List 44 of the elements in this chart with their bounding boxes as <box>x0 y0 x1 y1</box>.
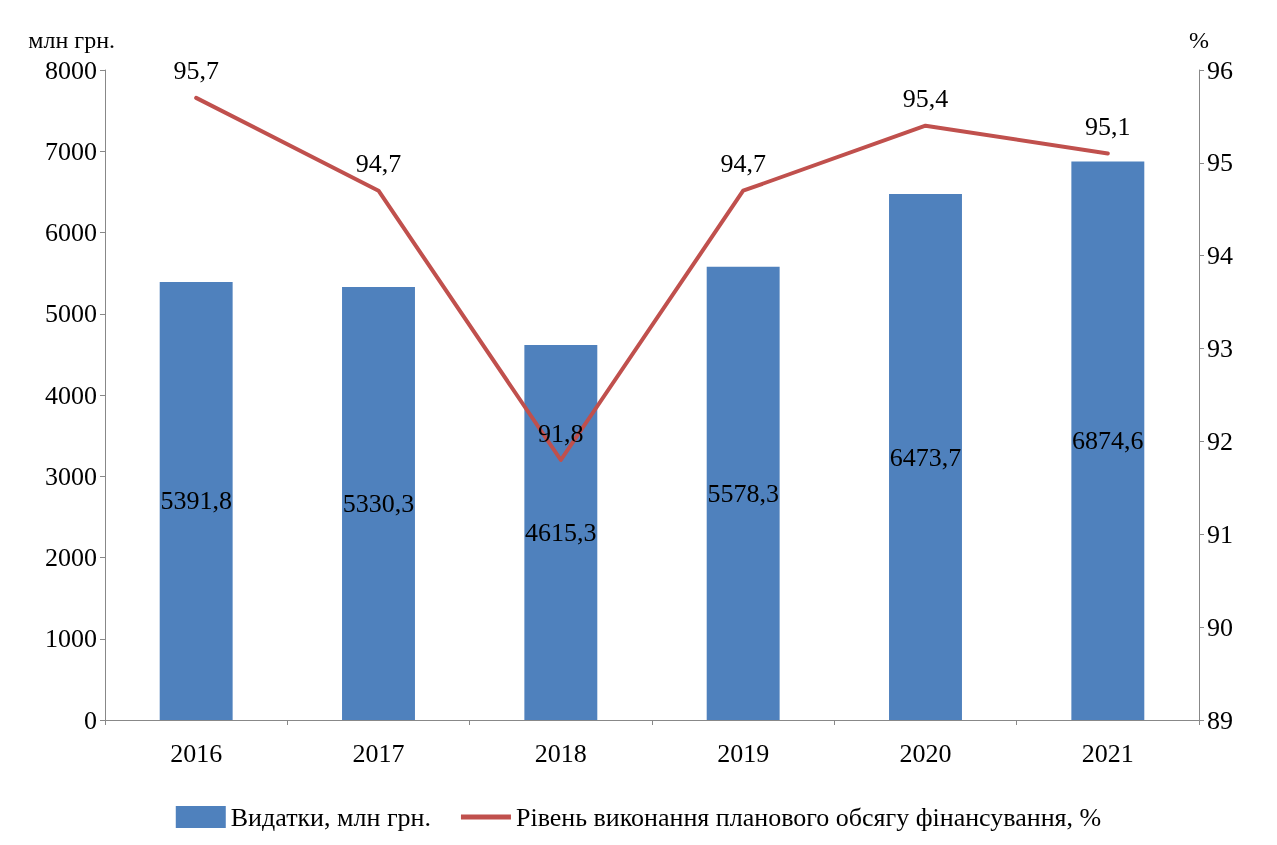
data-label: 5391,8 <box>160 486 232 516</box>
x-tick-label: 2020 <box>899 738 952 768</box>
legend-label: Видатки, млн грн. <box>230 802 431 832</box>
y-tick-label: 8000 <box>45 55 97 85</box>
y2-tick-label: 90 <box>1207 612 1233 642</box>
y2-tick-label: 89 <box>1207 705 1233 735</box>
y-tick-label: 5000 <box>45 299 97 329</box>
bar <box>1071 161 1145 720</box>
y-tick-label: 7000 <box>45 136 97 166</box>
bar <box>524 345 598 720</box>
bar <box>159 281 233 720</box>
data-label: 5330,3 <box>342 488 415 518</box>
data-label: 94,7 <box>720 149 766 179</box>
x-tick-label: 2016 <box>170 738 223 768</box>
y2-tick-label: 93 <box>1207 334 1233 364</box>
x-tick-label: 2018 <box>534 738 587 768</box>
data-label: 95,4 <box>902 84 949 114</box>
bar <box>342 286 415 720</box>
x-tick-label: 2019 <box>717 738 770 768</box>
y-tick-label: 0 <box>84 705 97 735</box>
y-tick-label: 2000 <box>45 543 97 572</box>
y2-tick-label: 91 <box>1207 519 1233 549</box>
data-label: 6473,7 <box>889 442 962 472</box>
y-tick-label: 1000 <box>45 624 97 654</box>
data-label: 6874,6 <box>1072 426 1144 456</box>
y2-tick-label: 94 <box>1207 241 1233 271</box>
x-tick-label: 2021 <box>1081 738 1134 768</box>
y2-tick-label: 96 <box>1207 55 1233 85</box>
y2-tick-label: 95 <box>1207 148 1233 178</box>
data-label: 5578,3 <box>707 478 779 508</box>
x-tick-label: 2017 <box>352 738 405 768</box>
data-label: 95,1 <box>1085 112 1131 142</box>
y-tick-label: 3000 <box>45 461 97 491</box>
data-label: 4615,3 <box>525 518 597 547</box>
data-label: 95,7 <box>173 56 219 86</box>
y-tick-label: 4000 <box>45 380 97 410</box>
bar <box>706 266 780 720</box>
legend-label: Рівень виконання планового обсягу фінансування, % <box>515 802 1102 832</box>
bar <box>889 194 962 720</box>
y-tick-label: 6000 <box>45 218 97 247</box>
y2-tick-label: 92 <box>1207 426 1233 456</box>
data-label: 94,7 <box>355 149 402 179</box>
y-axis-title: млн грн. <box>28 27 115 53</box>
y2-axis-title: % <box>1189 27 1209 53</box>
